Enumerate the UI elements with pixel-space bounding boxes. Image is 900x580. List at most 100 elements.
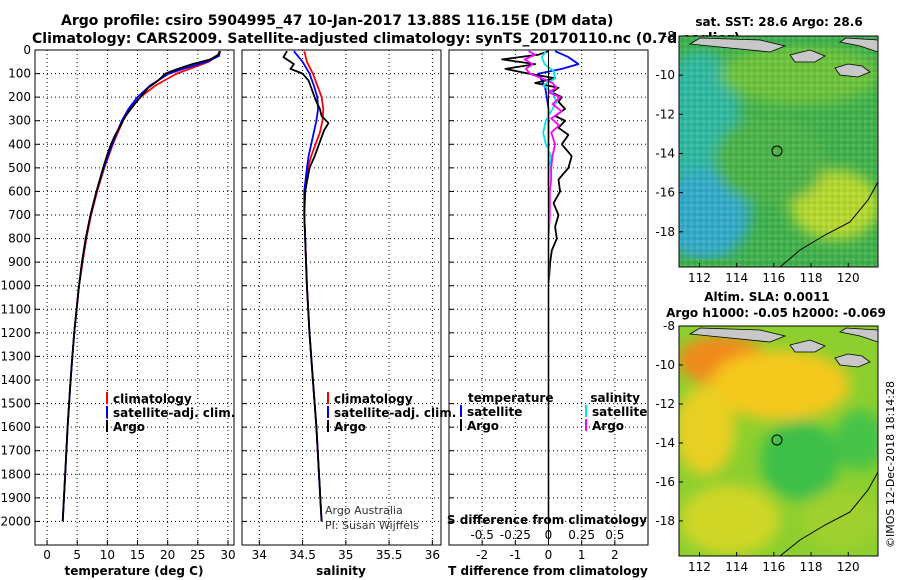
sla-field-lime-south [800,490,878,550]
argo-float-location-marker [771,434,783,446]
x-tick-label: 34 [252,548,267,562]
temperature-grid [35,49,234,545]
map-y-tick-label: -12 [655,397,675,411]
depth-tick-label: 1100 [0,302,31,316]
depth-tick-label: 400 [8,137,31,151]
sst-map-x-ticks: 112 114 116 118 120 [688,263,860,285]
depth-tick-label: 200 [8,90,31,104]
legend-label-t-argo: Argo [467,419,499,433]
map-x-tick-label: 120 [837,560,860,574]
depth-tick-label: 100 [8,67,31,81]
series-line-argo [61,50,221,522]
sla-map-title: Altim. SLA: 0.0011 [704,290,830,304]
sst-island-sumba [834,63,871,78]
legend-label-satellite: satellite-adj. clim. [113,406,235,420]
series-line-satellite [537,50,580,522]
sst-island-java [688,37,787,53]
x-tick-label: 34.5 [289,548,316,562]
depth-tick-label: 1900 [0,491,31,505]
t-difference-axis-label: T difference from climatology [448,564,648,578]
depth-tick-label: 300 [8,114,31,128]
map-y-tick-label: -16 [655,186,675,200]
sla-field-yellow-west [679,385,735,475]
series-line-argo [282,50,330,522]
series-line-satellite-adj-clim- [61,50,221,522]
map-y-tick-label: -10 [655,68,675,82]
figure-title-line2: Climatology: CARS2009. Satellite-adjuste… [32,31,740,47]
argo-float-location-marker [771,145,783,157]
map-y-tick-label: -8 [663,29,675,43]
top-tick-label: 0.25 [568,528,595,542]
sla-island-java [688,327,787,343]
sla-map-subtitle: Argo h1000: -0.05 h2000: -0.069 [666,306,886,320]
sla-field-green-center [760,420,840,500]
x-tick-label: 0 [545,548,553,562]
s-difference-axis-label: S difference from climatology [447,513,647,527]
temperature-axis-label: temperature (deg C) [65,564,204,578]
map-x-tick-label: 120 [837,271,860,285]
x-tick-label: 0 [43,548,51,562]
temperature-plot-lines [61,50,221,522]
difference-x-ticks: -2 -1 0 1 2 [476,540,619,562]
sst-island-lombok [789,49,826,63]
map-x-tick-label: 112 [688,271,711,285]
x-tick-label: 10 [100,548,115,562]
sla-map-field [679,335,878,555]
salinity-axis-label: salinity [316,564,366,578]
map-y-tick-label: -16 [655,475,675,489]
legend-label-climatology: climatology [113,392,192,406]
map-y-tick-label: -12 [655,107,675,121]
map-x-tick-label: 118 [800,560,823,574]
sla-map-x-ticks: 112 114 116 118 120 [688,552,860,574]
credit-line-1: Argo Australia [325,504,403,517]
x-tick-label: 35.5 [376,548,403,562]
map-x-tick-label: 114 [725,560,748,574]
map-x-tick-label: 118 [800,271,823,285]
top-tick-label: 0 [545,528,553,542]
legend-label-argo: Argo [334,420,366,434]
top-tick-label: -0.25 [500,528,531,542]
sla-map-frame [678,325,879,557]
legend-title-temperature: temperature [468,391,553,405]
map-x-tick-label: 114 [725,271,748,285]
salinity-plot-frame [241,49,442,546]
sla-map-y-ticks: -8 -10 -12 -14 -16 -18 [655,319,683,528]
x-tick-label: 15 [130,548,145,562]
depth-tick-label: 700 [8,208,31,222]
legend-label-s-argo: Argo [592,419,624,433]
salinity-grid [242,49,441,545]
map-y-tick-label: -14 [655,146,675,160]
salinity-legend: climatology satellite-adj. clim. Argo [327,392,456,434]
sla-island-lombok [789,339,826,353]
credit-line-2: PI: Susan Wijffels [325,519,419,532]
top-tick-label: 0.5 [605,528,624,542]
depth-tick-label: 800 [8,232,31,246]
sst-map [679,36,878,267]
salinity-x-ticks: 34 34.5 35 35.5 36 [252,540,440,562]
legend-label-climatology: climatology [334,392,413,406]
map-y-tick-label: -8 [663,319,675,333]
depth-tick-label: 1700 [0,444,31,458]
x-tick-label: 35 [338,548,353,562]
figure-title-line1: Argo profile: csiro 5904995_47 10-Jan-20… [61,13,613,29]
depth-tick-label: 1300 [0,349,31,363]
depth-tick-label: 1600 [0,420,31,434]
depth-tick-label: 0 [23,43,31,57]
legend-label-s-satellite: satellite [592,405,647,419]
sla-coastline-australia [779,471,878,556]
depth-tick-labels: 0 100 200 300 400 500 600 700 800 900 1000 1100 1200… [0,43,31,528]
sst-coastline-australia [779,181,878,267]
sla-field-yellow-north [710,350,850,420]
salinity-plot-lines [282,50,330,522]
depth-tick-label: 1000 [0,279,31,293]
depth-tick-label: 600 [8,184,31,198]
sla-map [679,326,878,556]
sla-island-timor [838,327,878,343]
imos-timestamp: ©IMOS 12-Dec-2018 18:14:28 [884,381,897,548]
map-y-tick-label: -18 [655,225,675,239]
x-tick-label: -1 [509,548,521,562]
difference-plot-lines [501,50,580,545]
depth-tick-label: 1800 [0,467,31,481]
temperature-x-ticks: 0 5 10 15 20 25 30 [43,540,236,562]
map-y-tick-label: -10 [655,358,675,372]
